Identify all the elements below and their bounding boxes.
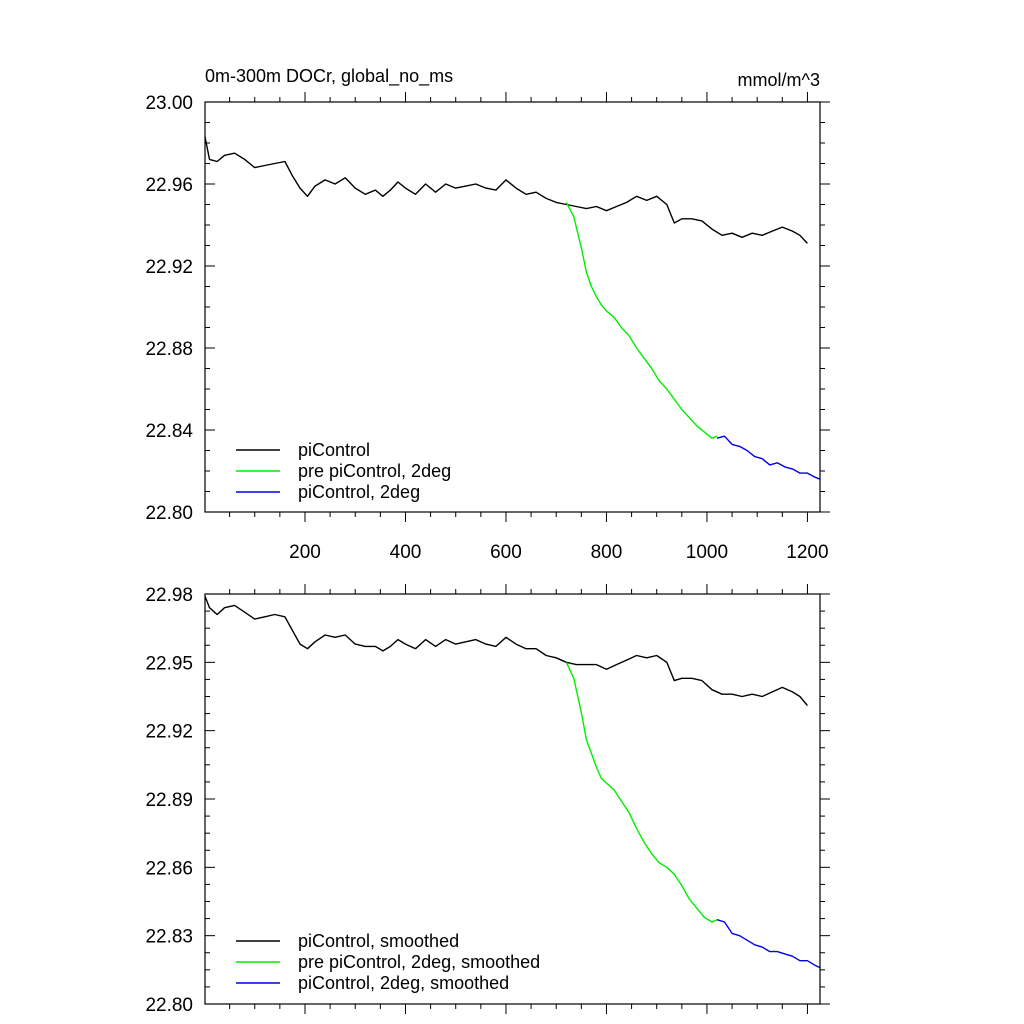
legend-label: piControl, 2deg, smoothed xyxy=(298,973,509,993)
y-tick-label: 22.89 xyxy=(145,790,193,811)
axis-ticks: 22.80 22.84 22.88 22.92 22.96 23.00 200 400 600 8… xyxy=(145,92,830,563)
series-line-picontrol xyxy=(204,136,808,244)
y-tick-label: 22.96 xyxy=(145,175,193,196)
units-label: mmol/m^3 xyxy=(738,70,820,90)
axis-ticks: 22.80 22.83 22.86 22.89 22.92 22.95 22.98 xyxy=(145,584,830,1016)
plot-frame xyxy=(204,593,821,1005)
plot-frame xyxy=(204,101,821,513)
series-lines xyxy=(204,136,821,480)
x-tick-label: 600 xyxy=(490,542,522,563)
legend-label: piControl xyxy=(298,440,370,460)
series-line-pre-picontrol-2deg-smoothed xyxy=(565,662,718,923)
x-tick-label: 1200 xyxy=(786,542,828,563)
x-tick-label: 800 xyxy=(591,542,623,563)
x-tick-label: 200 xyxy=(289,542,321,563)
legend-label: piControl, 2deg xyxy=(298,482,420,502)
legend-label: pre piControl, 2deg xyxy=(298,461,451,481)
chart-title: 0m-300m DOCr, global_no_ms xyxy=(205,66,453,87)
x-tick-label: 400 xyxy=(390,542,422,563)
y-tick-label: 22.80 xyxy=(145,995,193,1016)
x-tick-label: 1000 xyxy=(686,542,728,563)
series-line-picontrol-smoothed xyxy=(204,596,808,707)
legend-label: piControl, smoothed xyxy=(298,931,459,951)
y-tick-label: 22.83 xyxy=(145,927,193,948)
y-tick-label: 22.80 xyxy=(145,503,193,524)
series-line-pre-picontrol-2deg xyxy=(565,202,718,439)
series-lines xyxy=(204,596,821,969)
y-tick-label: 22.88 xyxy=(145,339,193,360)
y-tick-label: 22.95 xyxy=(145,653,193,674)
y-tick-label: 22.92 xyxy=(145,257,193,278)
bottom-panel: 22.80 22.83 22.86 22.89 22.92 22.95 22.98 piCo… xyxy=(145,584,830,1016)
top-panel: 0m-300m DOCr, global_no_ms mmol/m^3 22.8… xyxy=(145,66,830,563)
y-tick-label: 22.86 xyxy=(145,858,193,879)
series-line-picontrol-2deg xyxy=(716,435,821,480)
y-tick-label: 22.92 xyxy=(145,722,193,743)
legend-label: pre piControl, 2deg, smoothed xyxy=(298,952,540,972)
y-tick-label: 23.00 xyxy=(145,93,193,114)
y-tick-label: 22.98 xyxy=(145,585,193,606)
y-tick-label: 22.84 xyxy=(145,421,193,442)
series-line-picontrol-2deg-smoothed xyxy=(716,919,821,969)
